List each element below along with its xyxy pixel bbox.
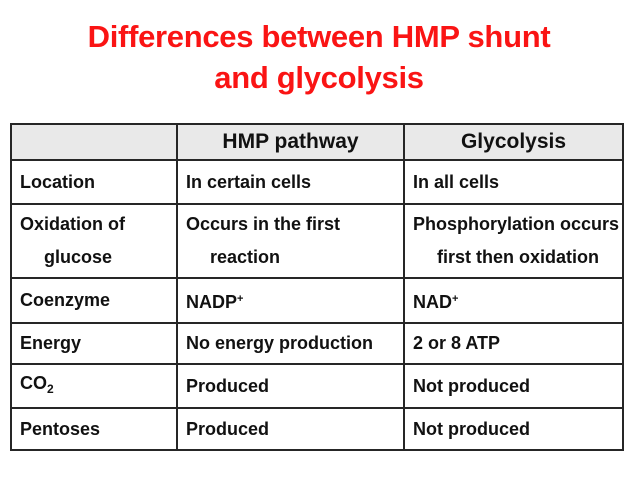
table-cell-line: first then oxidation: [437, 247, 599, 267]
table-header-hmp-pathway: HMP pathway: [176, 123, 405, 161]
table-body: Location In certain cells In all cells Oxid…: [10, 159, 624, 451]
table-row: Location In certain cells In all cells: [10, 159, 624, 205]
table-cell-line: reaction: [210, 247, 281, 267]
page-title: Differences between HMP shunt and glycol…: [0, 16, 638, 98]
table-cell-line: NADP+: [186, 291, 244, 312]
table-cell-line: Not produced: [413, 375, 530, 396]
table-header-row: HMP pathway Glycolysis: [10, 123, 624, 161]
table-cell-feature: CO2: [10, 363, 178, 409]
table-cell-feature: Coenzyme: [10, 277, 178, 324]
table-cell-hmp: Produced: [176, 363, 405, 409]
table-cell-feature: Energy: [10, 322, 178, 365]
table-cell-glycolysis: Not produced: [403, 407, 624, 451]
table-cell-line: No energy production: [186, 333, 374, 353]
table-cell-line: NAD+: [413, 291, 459, 312]
table-cell-line: Coenzyme: [20, 290, 111, 310]
table-cell-line: CO2: [20, 372, 54, 396]
table-cell-line: Location: [20, 171, 95, 192]
table-cell-glycolysis: In all cells: [403, 159, 624, 205]
table-cell-line: Pentoses: [20, 418, 101, 439]
table-cell-line: Not produced: [413, 418, 530, 439]
table-header-glycolysis: Glycolysis: [403, 123, 624, 161]
table-cell-line: glucose: [44, 247, 113, 267]
table-cell-hmp: In certain cells: [176, 159, 405, 205]
table-cell-hmp: Produced: [176, 407, 405, 451]
table-cell-line: Oxidation of: [20, 214, 125, 234]
table-cell-glycolysis: NAD+: [403, 277, 624, 324]
table-cell-line: 2 or 8 ATP: [413, 333, 501, 353]
table-cell-line: In certain cells: [186, 171, 312, 192]
table-cell-line: In all cells: [413, 171, 500, 192]
comparison-table: HMP pathway Glycolysis Location In certai…: [10, 123, 624, 451]
table-row: Pentoses Produced Not produced: [10, 407, 624, 451]
table-cell-feature: Location: [10, 159, 178, 205]
page-title-line1: Differences between HMP shunt: [87, 19, 551, 54]
table-cell-line: Produced: [186, 375, 270, 396]
table-cell-feature: Pentoses: [10, 407, 178, 451]
table-row: CO2 Produced Not produced: [10, 363, 624, 409]
table-cell-glycolysis: 2 or 8 ATP: [403, 322, 624, 365]
table-cell-hmp: Occurs in the first reaction: [176, 203, 405, 279]
table-row: HMP pathway Glycolysis: [10, 123, 624, 161]
table-row: Coenzyme NADP+ NAD+: [10, 277, 624, 324]
table-cell-glycolysis: Phosphorylation occurs first then oxidati…: [403, 203, 624, 279]
table-row: Energy No energy production 2 or 8 ATP: [10, 322, 624, 365]
table-cell-line: Phosphorylation occurs: [413, 214, 620, 234]
table-cell-line: Energy: [20, 333, 82, 353]
table-header-empty: [10, 123, 178, 161]
page-title-line2: and glycolysis: [214, 60, 424, 95]
table-cell-feature: Oxidation of glucose: [10, 203, 178, 279]
table-cell-glycolysis: Not produced: [403, 363, 624, 409]
table-row: Oxidation of glucose Occurs in the first re…: [10, 203, 624, 279]
table-cell-line: Occurs in the first: [186, 214, 341, 234]
table-cell-hmp: No energy production: [176, 322, 405, 365]
table-cell-hmp: NADP+: [176, 277, 405, 324]
table-cell-line: Produced: [186, 418, 270, 439]
